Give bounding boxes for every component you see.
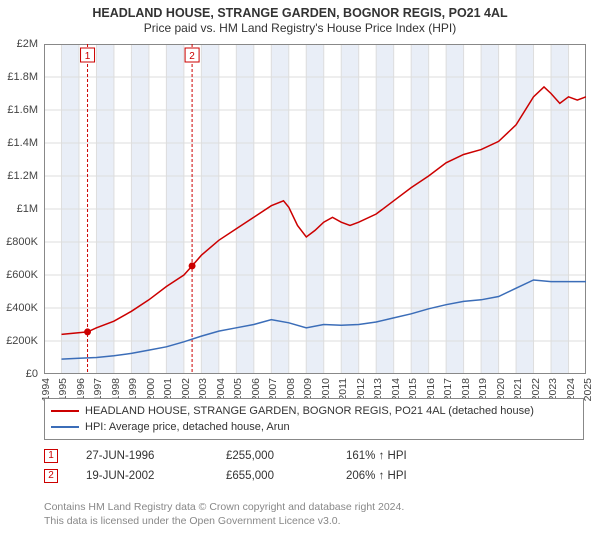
chart-plot-area: 12 £0£200K£400K£600K£800K£1M£1.2M£1.4M£1… — [44, 44, 586, 374]
legend-item: HPI: Average price, detached house, Arun — [51, 419, 577, 435]
sale-marker-box: 2 — [44, 469, 58, 483]
sale-price: £655,000 — [226, 470, 346, 482]
sale-price: £255,000 — [226, 450, 346, 462]
y-axis-tick-label: £0 — [0, 368, 38, 380]
legend-item: HEADLAND HOUSE, STRANGE GARDEN, BOGNOR R… — [51, 403, 577, 419]
y-axis-tick-label: £1.6M — [0, 104, 38, 116]
chart-container: HEADLAND HOUSE, STRANGE GARDEN, BOGNOR R… — [0, 0, 600, 560]
legend-label: HEADLAND HOUSE, STRANGE GARDEN, BOGNOR R… — [85, 405, 534, 417]
chart-footer: Contains HM Land Registry data © Crown c… — [44, 500, 584, 528]
chart-subtitle: Price paid vs. HM Land Registry's House … — [10, 21, 590, 35]
y-axis-tick-label: £2M — [0, 38, 38, 50]
footer-line-1: Contains HM Land Registry data © Crown c… — [44, 500, 584, 514]
legend-label: HPI: Average price, detached house, Arun — [85, 421, 290, 433]
legend-swatch — [51, 426, 79, 428]
footer-line-2: This data is licensed under the Open Gov… — [44, 514, 584, 528]
y-axis-tick-label: £1M — [0, 203, 38, 215]
sales-table: 1 27-JUN-1996£255,000161% ↑ HPI 2 19-JUN-20… — [44, 446, 584, 486]
y-axis-tick-label: £600K — [0, 269, 38, 281]
legend-swatch — [51, 410, 79, 412]
chart-legend: HEADLAND HOUSE, STRANGE GARDEN, BOGNOR R… — [44, 398, 584, 440]
y-axis-tick-label: £1.8M — [0, 71, 38, 83]
svg-text:2: 2 — [189, 51, 195, 62]
sale-row: 1 27-JUN-1996£255,000161% ↑ HPI — [44, 446, 584, 466]
y-axis-tick-label: £1.2M — [0, 170, 38, 182]
sale-date: 27-JUN-1996 — [86, 450, 226, 462]
y-axis-tick-label: £200K — [0, 335, 38, 347]
y-axis-tick-label: £800K — [0, 236, 38, 248]
y-axis-tick-label: £1.4M — [0, 137, 38, 149]
chart-svg: 12 — [44, 44, 586, 374]
y-axis-tick-label: £400K — [0, 302, 38, 314]
sale-hpi-delta: 161% ↑ HPI — [346, 450, 466, 462]
sale-row: 2 19-JUN-2002£655,000206% ↑ HPI — [44, 466, 584, 486]
svg-text:1: 1 — [85, 51, 91, 62]
sale-hpi-delta: 206% ↑ HPI — [346, 470, 466, 482]
sale-date: 19-JUN-2002 — [86, 470, 226, 482]
chart-title: HEADLAND HOUSE, STRANGE GARDEN, BOGNOR R… — [10, 6, 590, 20]
sale-marker-box: 1 — [44, 449, 58, 463]
